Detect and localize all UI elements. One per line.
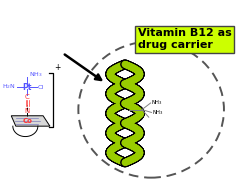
Text: Co: Co	[22, 118, 32, 124]
Text: NH$_3$: NH$_3$	[153, 108, 164, 117]
Text: C: C	[25, 94, 30, 100]
Text: +: +	[54, 63, 60, 72]
Text: Cl: Cl	[38, 84, 44, 90]
Text: Pt: Pt	[22, 83, 32, 91]
Polygon shape	[11, 116, 50, 126]
Text: N: N	[25, 108, 30, 114]
Text: H$_2$N: H$_2$N	[2, 83, 16, 91]
Text: NH$_3$: NH$_3$	[152, 98, 163, 107]
Text: NH$_3$: NH$_3$	[29, 70, 43, 79]
Text: Vitamin B12 as
drug carrier: Vitamin B12 as drug carrier	[138, 28, 231, 50]
